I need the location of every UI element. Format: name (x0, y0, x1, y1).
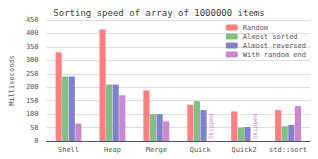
svg-text:350: 350 (26, 43, 39, 51)
svg-text:Quick2: Quick2 (231, 146, 256, 154)
svg-text:std::sort: std::sort (269, 146, 307, 154)
svg-text:Almost sorted: Almost sorted (243, 33, 298, 41)
svg-text:50: 50 (30, 124, 38, 132)
svg-text:Merge: Merge (146, 146, 167, 154)
svg-text:Random: Random (243, 24, 268, 32)
svg-text:150: 150 (26, 97, 39, 105)
svg-text:Quick: Quick (190, 146, 212, 154)
svg-text:Shell: Shell (58, 146, 79, 154)
svg-text:Heap: Heap (104, 146, 121, 154)
svg-text:200: 200 (26, 83, 39, 91)
svg-text:450: 450 (26, 16, 39, 24)
svg-text:0: 0 (34, 137, 38, 145)
svg-text:250: 250 (26, 70, 39, 78)
svg-text:Skipped: Skipped (207, 113, 215, 139)
svg-text:Almost reversed: Almost reversed (243, 42, 306, 50)
svg-text:100: 100 (26, 110, 39, 118)
svg-text:300: 300 (26, 56, 39, 64)
svg-text:Sorting speed of array of 1000: Sorting speed of array of 1000000 items (53, 8, 264, 18)
svg-text:Milliseconds: Milliseconds (8, 55, 16, 106)
svg-text:With random end: With random end (243, 51, 306, 59)
svg-text:Skipped: Skipped (251, 113, 259, 139)
svg-text:400: 400 (26, 29, 39, 37)
